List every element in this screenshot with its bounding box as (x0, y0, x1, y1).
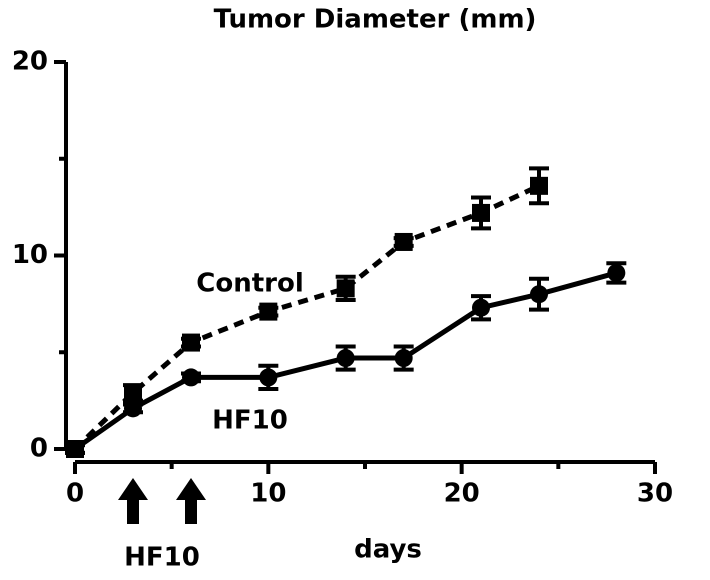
series-label: Control (196, 269, 303, 299)
y-tick-label: 10 (12, 240, 48, 270)
marker (259, 368, 278, 387)
marker (530, 176, 548, 195)
series-label: HF10 (212, 406, 288, 436)
marker (259, 302, 278, 321)
marker (472, 298, 490, 317)
marker (394, 232, 413, 251)
x-tick-label: 10 (250, 479, 286, 509)
treatment-arrow (176, 478, 206, 524)
marker (336, 279, 355, 298)
marker (66, 440, 84, 458)
x-axis-label: days (354, 535, 422, 565)
marker (530, 285, 548, 304)
marker (182, 368, 200, 387)
x-tick-label: 20 (444, 479, 480, 509)
marker (472, 203, 490, 222)
x-tick-label: 30 (637, 479, 673, 509)
marker (394, 349, 413, 368)
marker (607, 263, 626, 282)
treatment-label: HF10 (124, 543, 200, 573)
marker (124, 383, 142, 402)
marker (336, 349, 355, 368)
x-tick-label: 0 (66, 479, 84, 509)
y-tick-label: 0 (30, 434, 48, 464)
marker (182, 333, 200, 352)
marker (124, 399, 142, 418)
chart-title: Tumor Diameter (mm) (214, 5, 537, 35)
y-tick-label: 20 (12, 47, 48, 77)
treatment-arrow (118, 478, 148, 524)
